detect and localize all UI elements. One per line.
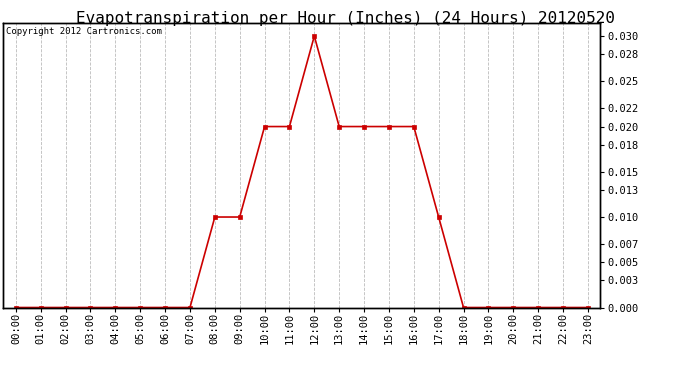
Text: Evapotranspiration per Hour (Inches) (24 Hours) 20120520: Evapotranspiration per Hour (Inches) (24… (75, 11, 615, 26)
Text: Copyright 2012 Cartronics.com: Copyright 2012 Cartronics.com (6, 27, 162, 36)
